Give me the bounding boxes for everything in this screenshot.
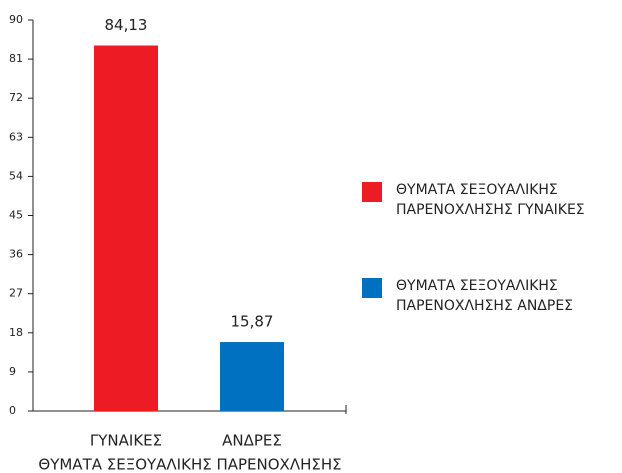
legend-swatch [362, 278, 382, 298]
y-tick-label: 54 [9, 169, 23, 182]
y-tick-label: 90 [9, 13, 23, 26]
legend-item: ΘΥΜΑΤΑ ΣΕΞΟΥΑΛΙΚΗΣ ΠΑΡΕΝΟΧΛΗΣΗΣ ΑΝΔΡΕΣ [362, 276, 620, 316]
y-tick-label: 72 [9, 91, 23, 104]
y-tick-label: 63 [9, 130, 23, 143]
y-tick-label: 18 [9, 326, 23, 339]
y-tick-label: 81 [9, 52, 23, 65]
x-tick-label: ΑΝΔΡΕΣ [222, 432, 282, 450]
bar [94, 45, 158, 411]
y-tick-label: 45 [9, 209, 23, 222]
legend-item: ΘΥΜΑΤΑ ΣΕΞΟΥΑΛΙΚΗΣ ΠΑΡΕΝΟΧΛΗΣΗΣ ΓΥΝΑΙΚΕΣ [362, 180, 620, 220]
y-tick-label: 36 [9, 248, 23, 261]
value-label: 84,13 [105, 16, 148, 34]
legend-label: ΘΥΜΑΤΑ ΣΕΞΟΥΑΛΙΚΗΣ ΠΑΡΕΝΟΧΛΗΣΗΣ ΓΥΝΑΙΚΕΣ [396, 182, 585, 218]
x-axis-label: ΘΥΜΑΤΑ ΣΕΞΟΥΑΛΙΚΗΣ ΠΑΡΕΝΟΧΛΗΣΗΣ [38, 456, 341, 473]
x-tick-label: ΓΥΝΑΙΚΕΣ [90, 432, 162, 450]
y-tick-label: 27 [9, 287, 23, 300]
value-label: 15,87 [231, 313, 274, 331]
legend-label: ΘΥΜΑΤΑ ΣΕΞΟΥΑΛΙΚΗΣ ΠΑΡΕΝΟΧΛΗΣΗΣ ΑΝΔΡΕΣ [396, 278, 574, 314]
bar [220, 342, 284, 411]
y-tick-label: 0 [9, 404, 16, 417]
legend-swatch [362, 182, 382, 202]
y-tick-label: 9 [9, 365, 16, 378]
